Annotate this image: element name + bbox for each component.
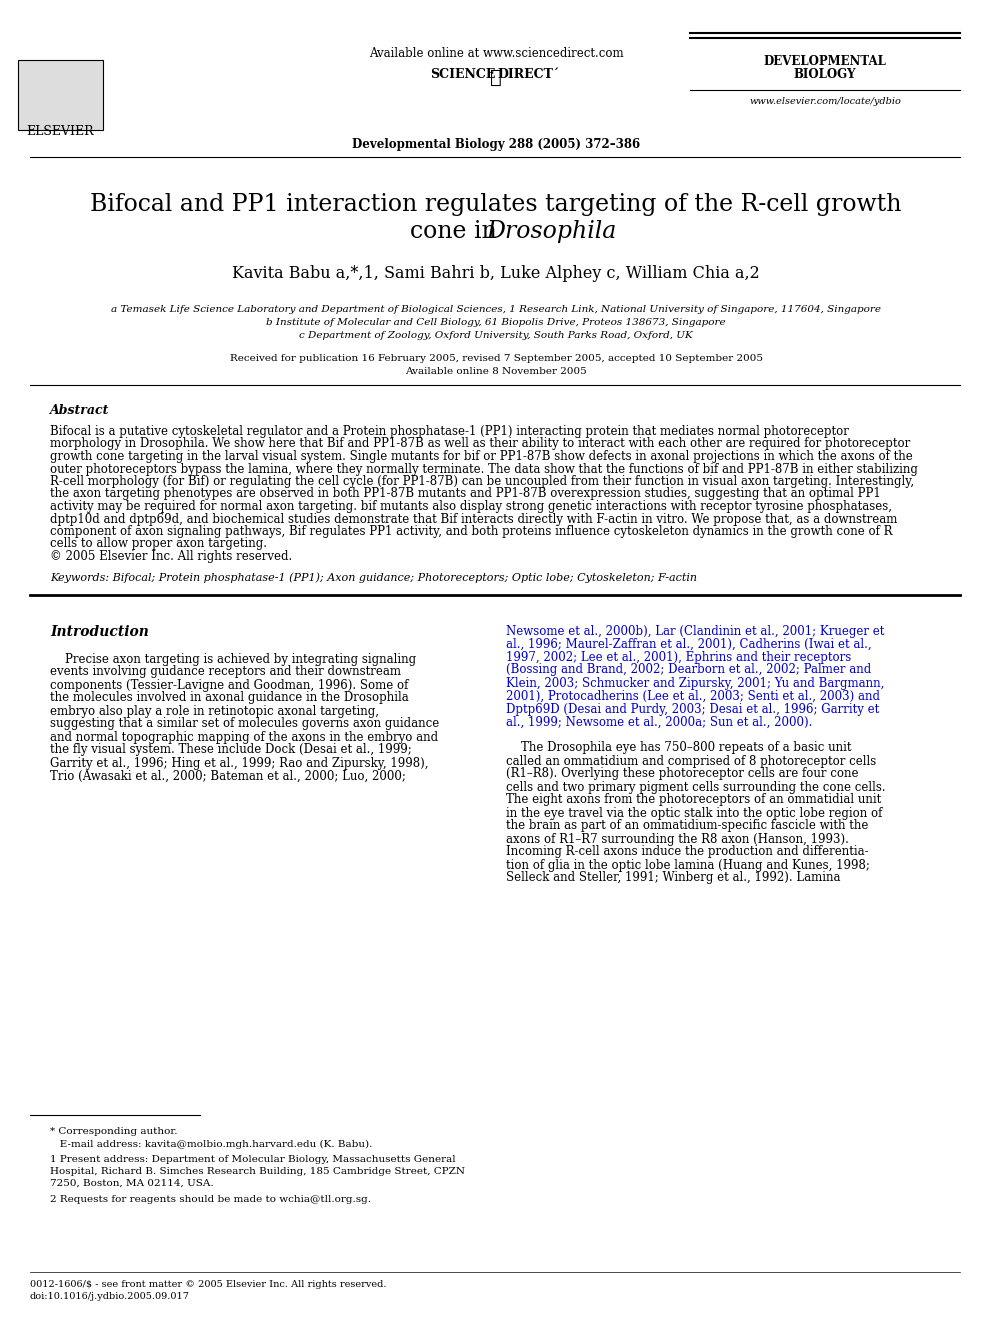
Text: doi:10.1016/j.ydbio.2005.09.017: doi:10.1016/j.ydbio.2005.09.017 [30,1293,190,1301]
Text: components (Tessier-Lavigne and Goodman, 1996). Some of: components (Tessier-Lavigne and Goodman,… [50,679,409,692]
Text: the brain as part of an ommatidium-specific fascicle with the: the brain as part of an ommatidium-speci… [506,819,868,832]
Text: Garrity et al., 1996; Hing et al., 1999; Rao and Zipursky, 1998),: Garrity et al., 1996; Hing et al., 1999;… [50,757,429,770]
Text: Received for publication 16 February 2005, revised 7 September 2005, accepted 10: Received for publication 16 February 200… [229,355,763,363]
Text: c Department of Zoology, Oxford University, South Parks Road, Oxford, UK: c Department of Zoology, Oxford Universi… [300,331,692,340]
Text: 2001), Protocadherins (Lee et al., 2003; Senti et al., 2003) and: 2001), Protocadherins (Lee et al., 2003;… [506,689,880,703]
Text: in the eye travel via the optic stalk into the optic lobe region of: in the eye travel via the optic stalk in… [506,807,882,819]
Text: the molecules involved in axonal guidance in the Drosophila: the molecules involved in axonal guidanc… [50,692,409,705]
Text: component of axon signaling pathways, Bif regulates PP1 activity, and both prote: component of axon signaling pathways, Bi… [50,525,893,538]
Text: ⓓ: ⓓ [490,67,502,87]
Text: ELSEVIER: ELSEVIER [26,124,94,138]
Text: dptp10d and dptp69d, and biochemical studies demonstrate that Bif interacts dire: dptp10d and dptp69d, and biochemical stu… [50,512,898,525]
Text: 1 Present address: Department of Molecular Biology, Massachusetts General: 1 Present address: Department of Molecul… [50,1155,455,1164]
Text: Precise axon targeting is achieved by integrating signaling: Precise axon targeting is achieved by in… [50,652,416,665]
Text: Developmental Biology 288 (2005) 372–386: Developmental Biology 288 (2005) 372–386 [352,138,640,151]
Text: activity may be required for normal axon targeting. bif mutants also display str: activity may be required for normal axon… [50,500,892,513]
Text: Hospital, Richard B. Simches Research Building, 185 Cambridge Street, CPZN: Hospital, Richard B. Simches Research Bu… [50,1167,465,1176]
Text: Incoming R-cell axons induce the production and differentia-: Incoming R-cell axons induce the product… [506,845,869,859]
Text: Keywords: Bifocal; Protein phosphatase-1 (PP1); Axon guidance; Photoreceptors; O: Keywords: Bifocal; Protein phosphatase-1… [50,573,697,583]
Text: 0012-1606/$ - see front matter © 2005 Elsevier Inc. All rights reserved.: 0012-1606/$ - see front matter © 2005 El… [30,1279,387,1289]
Text: DIRECT´: DIRECT´ [498,67,560,81]
Text: a Temasek Life Science Laboratory and Department of Biological Sciences, 1 Resea: a Temasek Life Science Laboratory and De… [111,306,881,314]
Text: DEVELOPMENTAL: DEVELOPMENTAL [764,56,887,67]
Text: BIOLOGY: BIOLOGY [794,67,856,81]
Text: events involving guidance receptors and their downstream: events involving guidance receptors and … [50,665,401,679]
Text: outer photoreceptors bypass the lamina, where they normally terminate. The data : outer photoreceptors bypass the lamina, … [50,463,918,475]
Text: Introduction: Introduction [50,624,149,639]
Text: Available online 8 November 2005: Available online 8 November 2005 [405,366,587,376]
Text: (R1–R8). Overlying these photoreceptor cells are four cone: (R1–R8). Overlying these photoreceptor c… [506,767,858,781]
Text: cone in: cone in [411,220,505,243]
Text: and normal topographic mapping of the axons in the embryo and: and normal topographic mapping of the ax… [50,730,438,744]
Text: morphology in Drosophila. We show here that Bif and PP1-87B as well as their abi: morphology in Drosophila. We show here t… [50,438,911,451]
Text: cells and two primary pigment cells surrounding the cone cells.: cells and two primary pigment cells surr… [506,781,886,794]
Text: tion of glia in the optic lobe lamina (Huang and Kunes, 1998;: tion of glia in the optic lobe lamina (H… [506,859,870,872]
Text: growth cone targeting in the larval visual system. Single mutants for bif or PP1: growth cone targeting in the larval visu… [50,450,913,463]
Text: The eight axons from the photoreceptors of an ommatidial unit: The eight axons from the photoreceptors … [506,794,881,807]
Text: the axon targeting phenotypes are observed in both PP1-87B mutants and PP1-87B o: the axon targeting phenotypes are observ… [50,487,881,500]
Text: cells to allow proper axon targeting.: cells to allow proper axon targeting. [50,537,267,550]
Text: Klein, 2003; Schmucker and Zipursky, 2001; Yu and Bargmann,: Klein, 2003; Schmucker and Zipursky, 200… [506,676,885,689]
Text: 2 Requests for reagents should be made to wchia@tll.org.sg.: 2 Requests for reagents should be made t… [50,1195,371,1204]
Text: The Drosophila eye has 750–800 repeats of a basic unit: The Drosophila eye has 750–800 repeats o… [506,741,851,754]
Text: E-mail address: kavita@molbio.mgh.harvard.edu (K. Babu).: E-mail address: kavita@molbio.mgh.harvar… [50,1140,372,1150]
Text: (Bossing and Brand, 2002; Dearborn et al., 2002; Palmer and: (Bossing and Brand, 2002; Dearborn et al… [506,664,871,676]
Text: called an ommatidium and comprised of 8 photoreceptor cells: called an ommatidium and comprised of 8 … [506,754,876,767]
Text: * Corresponding author.: * Corresponding author. [50,1127,178,1136]
Text: suggesting that a similar set of molecules governs axon guidance: suggesting that a similar set of molecul… [50,717,439,730]
Text: axons of R1–R7 surrounding the R8 axon (Hanson, 1993).: axons of R1–R7 surrounding the R8 axon (… [506,832,849,845]
Text: Bifocal is a putative cytoskeletal regulator and a Protein phosphatase-1 (PP1) i: Bifocal is a putative cytoskeletal regul… [50,425,849,438]
Text: 7250, Boston, MA 02114, USA.: 7250, Boston, MA 02114, USA. [50,1179,213,1188]
Text: R-cell morphology (for Bif) or regulating the cell cycle (for PP1-87B) can be un: R-cell morphology (for Bif) or regulatin… [50,475,914,488]
Text: al., 1999; Newsome et al., 2000a; Sun et al., 2000).: al., 1999; Newsome et al., 2000a; Sun et… [506,716,812,729]
Text: al., 1996; Maurel-Zaffran et al., 2001), Cadherins (Iwai et al.,: al., 1996; Maurel-Zaffran et al., 2001),… [506,638,872,651]
Text: Dptp69D (Desai and Purdy, 2003; Desai et al., 1996; Garrity et: Dptp69D (Desai and Purdy, 2003; Desai et… [506,703,879,716]
Text: SCIENCE: SCIENCE [430,67,495,81]
Text: the fly visual system. These include Dock (Desai et al., 1999;: the fly visual system. These include Doc… [50,744,412,757]
Text: Selleck and Steller, 1991; Winberg et al., 1992). Lamina: Selleck and Steller, 1991; Winberg et al… [506,872,840,885]
Bar [18,60,103,130]
Text: 1997, 2002; Lee et al., 2001), Ephrins and their receptors: 1997, 2002; Lee et al., 2001), Ephrins a… [506,651,851,664]
Text: © 2005 Elsevier Inc. All rights reserved.: © 2005 Elsevier Inc. All rights reserved… [50,550,293,564]
Text: Newsome et al., 2000b), Lar (Clandinin et al., 2001; Krueger et: Newsome et al., 2000b), Lar (Clandinin e… [506,624,885,638]
Text: Available online at www.sciencedirect.com: Available online at www.sciencedirect.co… [369,48,623,60]
Text: b Institute of Molecular and Cell Biology, 61 Biopolis Drive, Proteos 138673, Si: b Institute of Molecular and Cell Biolog… [266,318,726,327]
Text: embryo also play a role in retinotopic axonal targeting,: embryo also play a role in retinotopic a… [50,705,379,717]
Text: Abstract: Abstract [50,404,109,417]
Text: www.elsevier.com/locate/ydbio: www.elsevier.com/locate/ydbio [749,97,901,106]
Text: Bifocal and PP1 interaction regulates targeting of the R-cell growth: Bifocal and PP1 interaction regulates ta… [90,193,902,216]
Text: Kavita Babu a,*,1, Sami Bahri b, Luke Alphey c, William Chia a,2: Kavita Babu a,*,1, Sami Bahri b, Luke Al… [232,265,760,282]
Text: Trio (Awasaki et al., 2000; Bateman et al., 2000; Luo, 2000;: Trio (Awasaki et al., 2000; Bateman et a… [50,770,406,782]
Text: Drosophila: Drosophila [486,220,617,243]
